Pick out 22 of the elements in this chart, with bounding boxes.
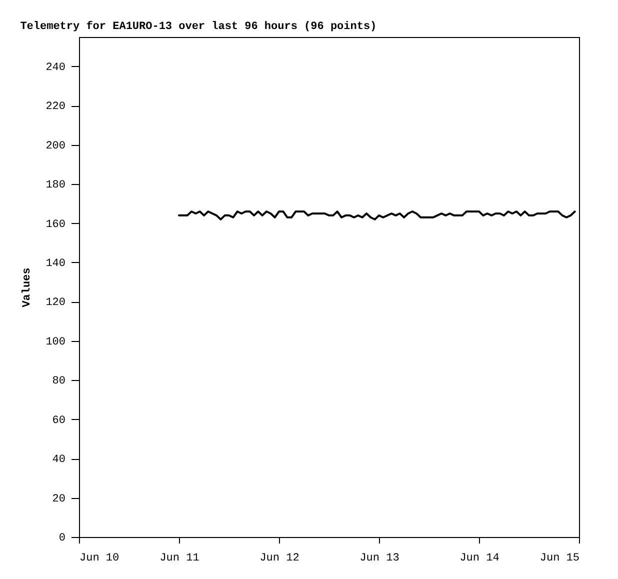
y-axis-title: Values <box>22 268 34 308</box>
y-tick-label: 200 <box>46 140 66 152</box>
y-tick-label: 180 <box>46 180 66 192</box>
x-tick-label: Jun 13 <box>360 552 400 564</box>
x-tick-label: Jun 12 <box>260 552 300 564</box>
y-tick-label: 120 <box>46 297 66 310</box>
x-tick-label: Jun 11 <box>160 552 200 564</box>
y-tick-label: 20 <box>52 493 66 506</box>
y-tick-label: 160 <box>46 218 66 231</box>
y-tick-label: 140 <box>46 258 66 270</box>
x-tick-label: Jun 14 <box>460 552 500 564</box>
x-tick-label: Jun 15 <box>540 552 580 564</box>
y-tick-label: 220 <box>46 101 66 114</box>
y-tick-label: 240 <box>46 62 66 74</box>
chart-title: Telemetry for EA1URO-13 over last 96 hours (96 points) <box>20 20 377 33</box>
y-tick-label: 80 <box>52 376 66 388</box>
x-tick-label: Jun 10 <box>80 552 120 564</box>
line-series <box>178 210 576 220</box>
y-tick-label: 40 <box>52 454 66 466</box>
y-tick-label: 0 <box>58 532 66 544</box>
y-tick-label: 60 <box>52 414 66 427</box>
y-tick-label: 100 <box>46 336 66 348</box>
